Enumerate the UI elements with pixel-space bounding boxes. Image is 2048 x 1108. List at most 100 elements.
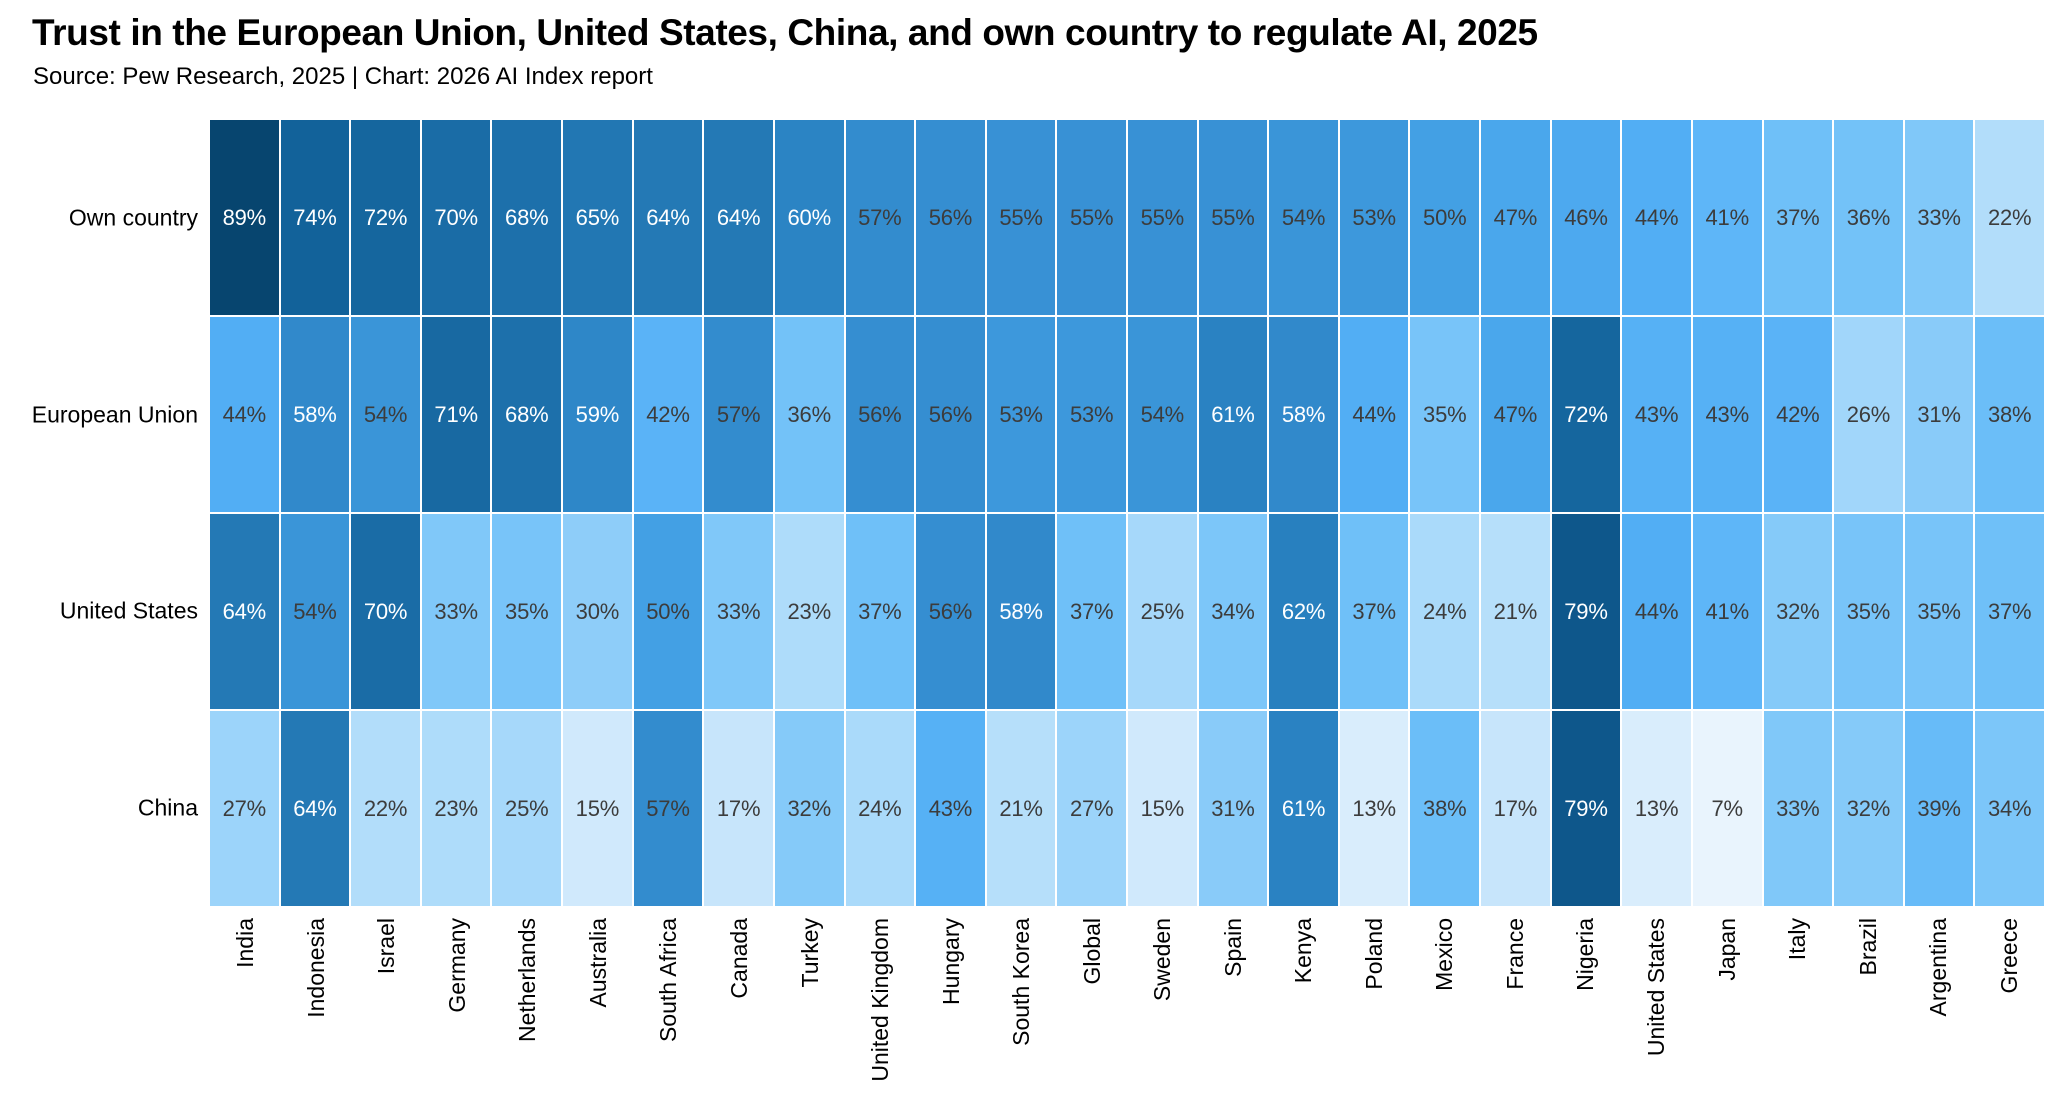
heatmap-cell: 35% (492, 514, 562, 709)
column-label-text: Kenya (1290, 918, 1317, 984)
heatmap-grid: 89% 74% 72% 70% 68% 65% 64% 64% 60% 57% 56% 55% 55% 5… (210, 120, 2044, 906)
chart-source-caption: Source: Pew Research, 2025 | Chart: 2026… (33, 63, 653, 90)
heatmap-cell: 55% (1057, 120, 1126, 315)
column-label-canada: Canada (704, 906, 775, 1108)
cell-value: 89% (222, 204, 267, 230)
cell-value: 26% (1846, 401, 1891, 427)
heatmap-cell: 47% (1481, 317, 1550, 512)
cell-value: 44% (1352, 401, 1396, 427)
heatmap-cell: 38% (1410, 711, 1480, 906)
heatmap-cell: 71% (421, 317, 491, 512)
cell-value: 27% (1069, 795, 1114, 821)
cell-value: 58% (999, 598, 1043, 624)
heatmap-cell: 58% (986, 514, 1056, 709)
heatmap-cell: 57% (704, 317, 773, 512)
cell-value: 44% (222, 401, 267, 427)
heatmap-cell: 37% (1975, 514, 2044, 709)
cell-value: 59% (575, 401, 620, 427)
cell-value: 74% (293, 204, 337, 230)
cell-value: 47% (1493, 204, 1538, 230)
cell-value: 70% (363, 598, 408, 624)
cell-value: 54% (293, 598, 337, 624)
heatmap-cell: 62% (1269, 514, 1338, 709)
cell-value: 25% (1140, 598, 1185, 624)
column-label-text: Hungary (937, 918, 964, 1005)
heatmap-cell: 43% (1622, 317, 1691, 512)
cell-value: 33% (1917, 204, 1961, 230)
column-label-poland: Poland (1339, 906, 1410, 1108)
heatmap-cell: 34% (1198, 514, 1268, 709)
heatmap-cell: 58% (1269, 317, 1338, 512)
cell-value: 57% (858, 204, 902, 230)
heatmap-cell: 43% (1692, 317, 1762, 512)
heatmap-cell: 64% (210, 514, 279, 709)
cell-value: 22% (363, 795, 408, 821)
heatmap-cell: 22% (1975, 120, 2044, 315)
cell-value: 25% (505, 795, 549, 821)
column-label-nigeria: Nigeria (1550, 906, 1621, 1108)
heatmap-cell: 46% (1551, 120, 1621, 315)
column-label-indonesia: Indonesia (281, 906, 352, 1108)
heatmap-cell: 30% (563, 514, 632, 709)
cell-value: 68% (505, 204, 549, 230)
column-label-greece: Greece (1973, 906, 2044, 1108)
cell-value: 53% (999, 401, 1043, 427)
heatmap-cell: 37% (1339, 514, 1409, 709)
column-label-text: Sweden (1149, 918, 1176, 1002)
cell-value: 42% (1776, 401, 1820, 427)
column-label-text: South Korea (1008, 918, 1035, 1046)
cell-value: 44% (1634, 204, 1679, 230)
column-label-text: Netherlands (514, 918, 541, 1043)
cell-value: 44% (1634, 598, 1679, 624)
heatmap-cell: 15% (563, 711, 632, 906)
cell-value: 23% (787, 598, 832, 624)
heatmap-cell: 7% (1692, 711, 1762, 906)
heatmap-cell: 70% (421, 120, 491, 315)
heatmap-cell: 54% (1269, 120, 1338, 315)
heatmap-cell: 53% (1057, 317, 1126, 512)
heatmap-cell: 64% (280, 711, 350, 906)
cell-value: 35% (505, 598, 549, 624)
cell-value: 64% (716, 204, 761, 230)
cell-value: 64% (293, 795, 337, 821)
column-label-japan: Japan (1691, 906, 1762, 1108)
heatmap-cell: 35% (1410, 317, 1480, 512)
column-label-sweden: Sweden (1127, 906, 1198, 1108)
heatmap-cell: 44% (1622, 120, 1691, 315)
cell-value: 33% (1776, 795, 1820, 821)
heatmap-cell: 44% (210, 317, 279, 512)
cell-value: 61% (1281, 795, 1326, 821)
cell-value: 42% (646, 401, 690, 427)
heatmap-cell: 50% (633, 514, 703, 709)
cell-value: 35% (1846, 598, 1891, 624)
heatmap-cell: 79% (1551, 514, 1621, 709)
column-label-south-korea: South Korea (986, 906, 1057, 1108)
column-label-australia: Australia (563, 906, 634, 1108)
cell-value: 34% (1211, 598, 1255, 624)
cell-value: 15% (575, 795, 620, 821)
cell-value: 37% (1352, 598, 1396, 624)
heatmap-cell: 35% (1904, 514, 1974, 709)
column-label-text: Brazil (1854, 918, 1881, 976)
cell-value: 57% (646, 795, 690, 821)
heatmap-cell: 42% (633, 317, 703, 512)
column-label-text: Australia (584, 918, 611, 1008)
heatmap-cell: 55% (986, 120, 1056, 315)
column-label-text: Canada (726, 918, 753, 999)
column-label-text: Indonesia (302, 918, 329, 1018)
heatmap-cell: 24% (1410, 514, 1480, 709)
cell-value: 79% (1564, 795, 1608, 821)
heatmap-cell: 68% (492, 120, 562, 315)
cell-value: 50% (646, 598, 690, 624)
column-label-text: Israel (373, 918, 400, 975)
heatmap-cell: 13% (1622, 711, 1691, 906)
cell-value: 72% (1564, 401, 1608, 427)
cell-value: 37% (1987, 598, 2032, 624)
heatmap-cell: 61% (1198, 317, 1268, 512)
row-label-united-states: United States (59, 597, 198, 624)
heatmap-cell: 24% (845, 711, 915, 906)
heatmap-cell: 22% (351, 711, 420, 906)
heatmap-cell: 56% (916, 120, 985, 315)
cell-value: 30% (575, 598, 620, 624)
